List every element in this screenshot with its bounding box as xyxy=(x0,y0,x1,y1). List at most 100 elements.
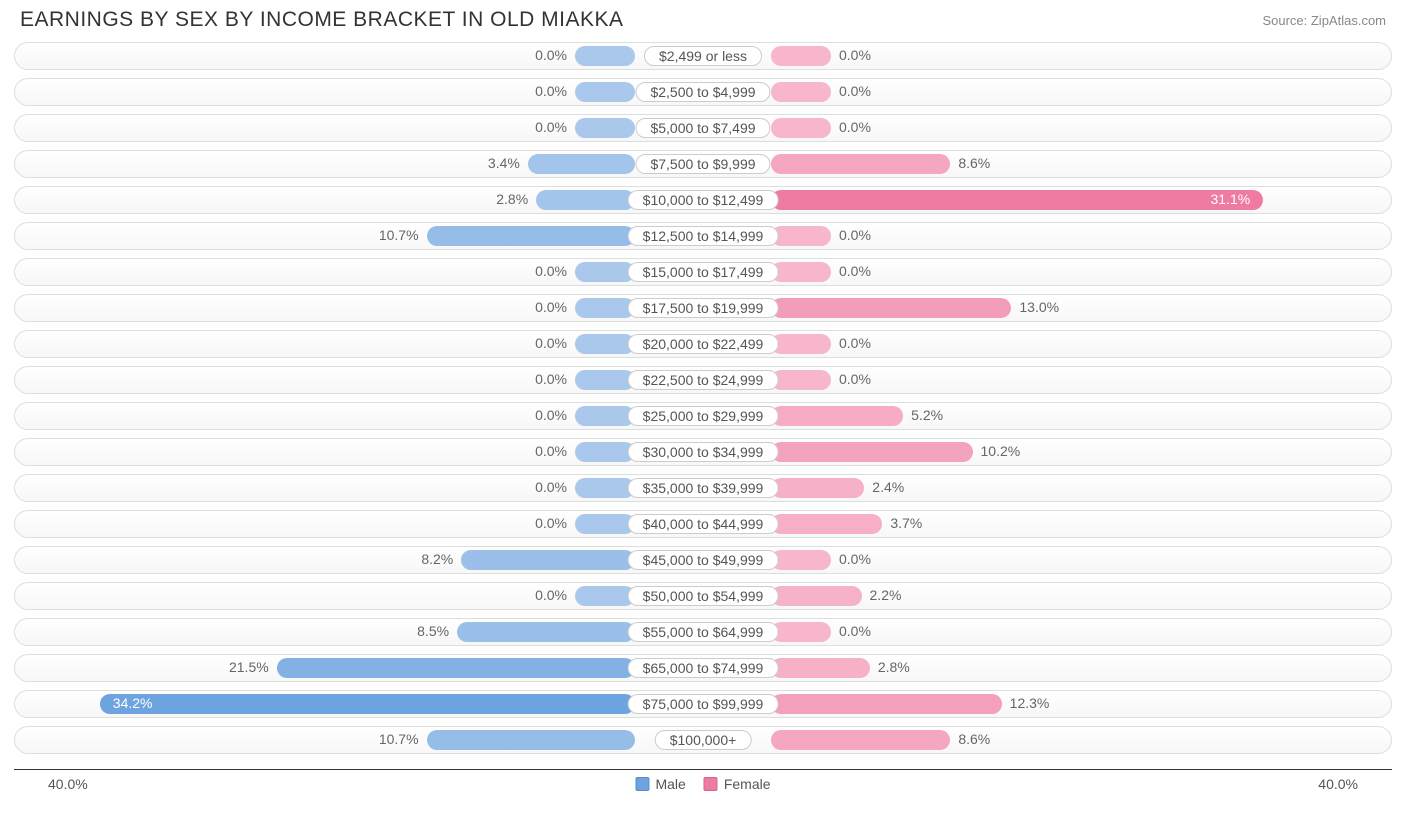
value-male: 21.5% xyxy=(229,659,269,675)
legend-label-female: Female xyxy=(724,776,771,792)
value-male: 0.0% xyxy=(535,587,567,603)
legend-item-female: Female xyxy=(704,776,771,792)
bracket-label: $2,500 to $4,999 xyxy=(635,82,770,102)
bracket-label: $100,000+ xyxy=(655,730,752,750)
value-male: 0.0% xyxy=(535,47,567,63)
bracket-label: $35,000 to $39,999 xyxy=(628,478,779,498)
chart-row: 0.0%13.0%$17,500 to $19,999 xyxy=(14,290,1392,326)
value-female: 0.0% xyxy=(839,119,871,135)
value-male: 10.7% xyxy=(379,227,419,243)
bar-female xyxy=(771,406,903,426)
chart-row: 34.2%12.3%$75,000 to $99,999 xyxy=(14,686,1392,722)
chart-row: 21.5%2.8%$65,000 to $74,999 xyxy=(14,650,1392,686)
value-female: 0.0% xyxy=(839,623,871,639)
bar-female xyxy=(771,514,882,534)
bracket-label: $25,000 to $29,999 xyxy=(628,406,779,426)
value-male: 0.0% xyxy=(535,443,567,459)
bar-female xyxy=(771,154,950,174)
value-female: 0.0% xyxy=(839,83,871,99)
chart-area: 0.0%0.0%$2,499 or less0.0%0.0%$2,500 to … xyxy=(14,38,1392,763)
chart-row: 0.0%2.2%$50,000 to $54,999 xyxy=(14,578,1392,614)
bracket-label: $45,000 to $49,999 xyxy=(628,550,779,570)
value-male: 3.4% xyxy=(488,155,520,171)
bar-male xyxy=(457,622,635,642)
bar-female xyxy=(771,586,862,606)
bar-female xyxy=(771,190,1263,210)
value-male: 0.0% xyxy=(535,83,567,99)
value-female: 2.4% xyxy=(872,479,904,495)
bar-female xyxy=(771,622,831,642)
bracket-label: $10,000 to $12,499 xyxy=(628,190,779,210)
chart-row: 0.0% 0.0% $5,000 to $7,499 xyxy=(14,110,1392,146)
bar-male xyxy=(461,550,635,570)
value-female: 8.6% xyxy=(958,731,990,747)
value-female: 0.0% xyxy=(839,47,871,63)
value-male: 0.0% xyxy=(535,263,567,279)
chart-row: 10.7% 8.6% $100,000+ xyxy=(14,722,1392,758)
bar-female xyxy=(771,478,864,498)
chart-row: 0.0%0.0%$20,000 to $22,499 xyxy=(14,326,1392,362)
bar-male xyxy=(575,334,635,354)
value-female: 0.0% xyxy=(839,263,871,279)
chart-source: Source: ZipAtlas.com xyxy=(1262,13,1386,28)
bar-male xyxy=(100,694,635,714)
value-male: 0.0% xyxy=(535,515,567,531)
bracket-label: $15,000 to $17,499 xyxy=(628,262,779,282)
value-female: 8.6% xyxy=(958,155,990,171)
chart-row: 8.2% 0.0% $45,000 to $49,999 xyxy=(14,542,1392,578)
bar-male xyxy=(575,298,635,318)
value-female: 3.7% xyxy=(890,515,922,531)
value-male: 2.8% xyxy=(496,191,528,207)
bar-female xyxy=(771,46,831,66)
value-female: 31.1% xyxy=(1211,191,1251,207)
value-male: 8.5% xyxy=(417,623,449,639)
bracket-label: $5,000 to $7,499 xyxy=(635,118,770,138)
value-female: 12.3% xyxy=(1010,695,1050,711)
value-male: 0.0% xyxy=(535,407,567,423)
chart-row: 0.0% 2.4% $35,000 to $39,999 xyxy=(14,470,1392,506)
bar-female xyxy=(771,550,831,570)
legend-swatch-male xyxy=(635,777,649,791)
value-male: 8.2% xyxy=(421,551,453,567)
chart-row: 3.4% 8.6% $7,500 to $9,999 xyxy=(14,146,1392,182)
bar-female xyxy=(771,658,870,678)
bar-female xyxy=(771,298,1011,318)
bracket-label: $7,500 to $9,999 xyxy=(635,154,770,174)
bar-male xyxy=(575,262,635,282)
axis-label-left: 40.0% xyxy=(48,776,88,792)
value-female: 0.0% xyxy=(839,227,871,243)
legend-item-male: Male xyxy=(635,776,685,792)
bar-female xyxy=(771,118,831,138)
bar-male xyxy=(575,118,635,138)
value-female: 5.2% xyxy=(911,407,943,423)
chart-title: EARNINGS BY SEX BY INCOME BRACKET IN OLD… xyxy=(20,8,624,32)
chart-row: 10.7% 0.0% $12,500 to $14,999 xyxy=(14,218,1392,254)
bar-male xyxy=(575,478,635,498)
chart-row: 0.0% 0.0% $22,500 to $24,999 xyxy=(14,362,1392,398)
value-female: 0.0% xyxy=(839,335,871,351)
bracket-label: $12,500 to $14,999 xyxy=(628,226,779,246)
bar-male xyxy=(575,514,635,534)
chart-row: 0.0% 0.0% $2,500 to $4,999 xyxy=(14,74,1392,110)
value-male: 0.0% xyxy=(535,479,567,495)
chart-row: 0.0% 5.2% $25,000 to $29,999 xyxy=(14,398,1392,434)
value-female: 0.0% xyxy=(839,551,871,567)
chart-row: 0.0%10.2%$30,000 to $34,999 xyxy=(14,434,1392,470)
value-male: 10.7% xyxy=(379,731,419,747)
bar-female xyxy=(771,262,831,282)
chart-header: EARNINGS BY SEX BY INCOME BRACKET IN OLD… xyxy=(0,0,1406,36)
bar-female xyxy=(771,694,1002,714)
value-female: 0.0% xyxy=(839,371,871,387)
value-male: 0.0% xyxy=(535,371,567,387)
bracket-label: $55,000 to $64,999 xyxy=(628,622,779,642)
bracket-label: $22,500 to $24,999 xyxy=(628,370,779,390)
chart-row: 8.5% 0.0% $55,000 to $64,999 xyxy=(14,614,1392,650)
value-male: 0.0% xyxy=(535,335,567,351)
bar-male xyxy=(427,226,635,246)
bar-male xyxy=(575,586,635,606)
legend-label-male: Male xyxy=(655,776,685,792)
bracket-label: $30,000 to $34,999 xyxy=(628,442,779,462)
value-male: 0.0% xyxy=(535,119,567,135)
bar-male xyxy=(427,730,635,750)
bar-female xyxy=(771,226,831,246)
